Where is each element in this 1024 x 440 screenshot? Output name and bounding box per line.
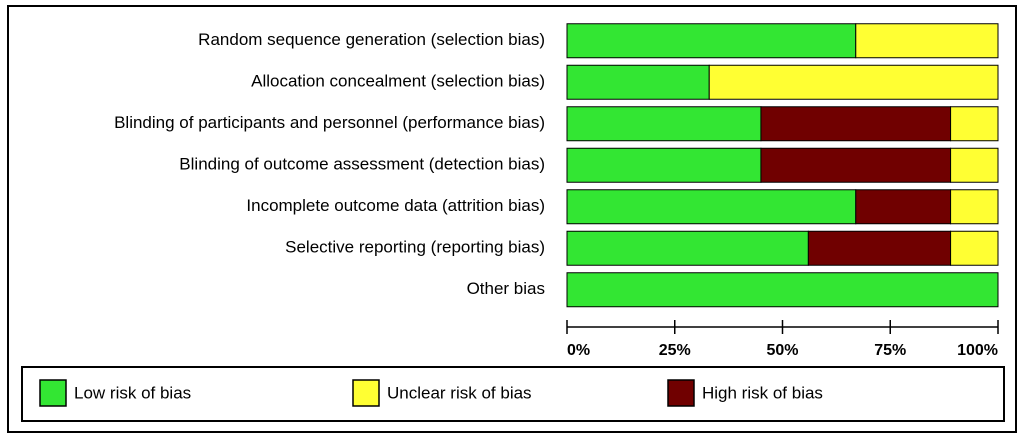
- category-label: Blinding of outcome assessment (detectio…: [179, 155, 545, 174]
- category-label: Random sequence generation (selection bi…: [198, 30, 545, 49]
- bar-segment: [566, 272, 999, 308]
- category-label: Selective reporting (reporting bias): [285, 238, 545, 257]
- legend-swatch: [352, 379, 380, 407]
- category-label: Allocation concealment (selection bias): [251, 72, 545, 91]
- legend-frame: [21, 366, 1005, 422]
- bar-segment: [950, 230, 999, 266]
- bar-segment: [760, 147, 952, 183]
- bar-segment: [566, 106, 762, 142]
- bar-segment: [950, 106, 999, 142]
- x-tick-label: 50%: [766, 342, 798, 359]
- legend-swatch: [39, 379, 67, 407]
- outer-frame: [7, 5, 1017, 433]
- category-label: Blinding of participants and personnel (…: [114, 113, 545, 132]
- legend-swatch: [667, 379, 695, 407]
- bar-segment: [760, 106, 952, 142]
- bar-segment: [566, 189, 857, 225]
- legend-label: Low risk of bias: [74, 383, 191, 402]
- category-label: Incomplete outcome data (attrition bias): [246, 196, 545, 215]
- bar-segment: [566, 23, 857, 59]
- x-tick-label: 75%: [874, 342, 906, 359]
- bar-segment: [708, 64, 999, 100]
- legend-label: High risk of bias: [702, 383, 823, 402]
- bar-segment: [950, 189, 999, 225]
- category-label: Other bias: [467, 279, 545, 298]
- x-tick-label: 0%: [567, 342, 590, 359]
- x-tick-label: 100%: [957, 342, 998, 359]
- bar-segment: [950, 147, 999, 183]
- bar-segment: [855, 23, 999, 59]
- bar-segment: [566, 230, 809, 266]
- x-tick-label: 25%: [659, 342, 691, 359]
- bar-segment: [566, 147, 762, 183]
- bar-segment: [566, 64, 710, 100]
- bar-segment: [807, 230, 952, 266]
- legend-label: Unclear risk of bias: [387, 383, 532, 402]
- bar-segment: [855, 189, 952, 225]
